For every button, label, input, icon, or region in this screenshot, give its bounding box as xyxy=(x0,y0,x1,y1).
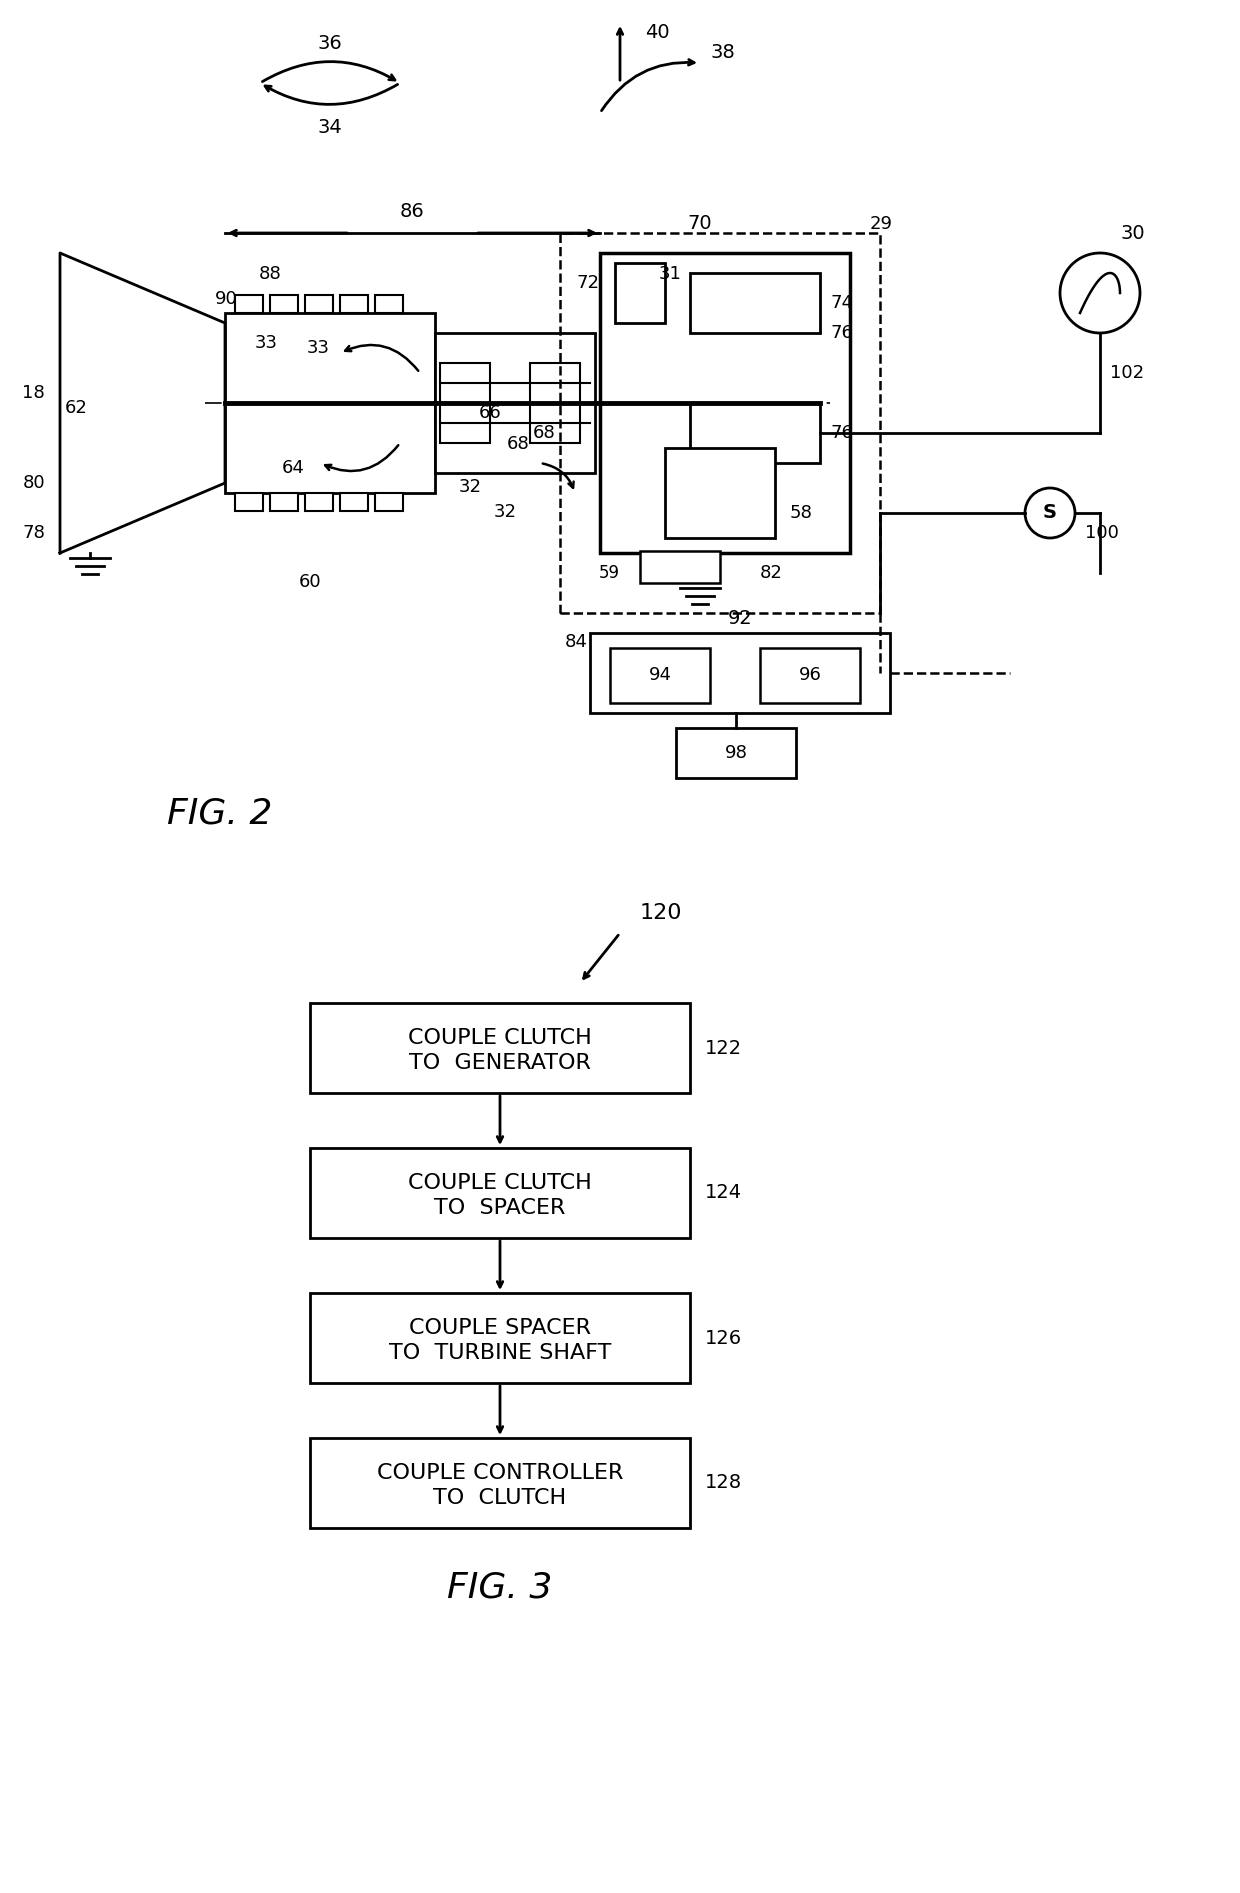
Bar xyxy=(689,403,820,464)
Text: 98: 98 xyxy=(724,744,748,763)
Text: 62: 62 xyxy=(64,399,88,416)
Text: TO  GENERATOR: TO GENERATOR xyxy=(409,1053,591,1073)
Bar xyxy=(615,263,665,324)
Text: 76: 76 xyxy=(830,424,853,441)
Text: TO  TURBINE SHAFT: TO TURBINE SHAFT xyxy=(389,1342,611,1363)
Bar xyxy=(340,492,368,511)
Bar xyxy=(340,295,368,312)
Bar xyxy=(236,492,263,511)
Bar xyxy=(224,312,435,492)
Text: 32: 32 xyxy=(494,504,517,521)
Text: 64: 64 xyxy=(283,458,305,477)
Text: 68: 68 xyxy=(507,435,529,452)
Text: 70: 70 xyxy=(688,214,712,233)
Bar xyxy=(590,632,890,714)
Text: 34: 34 xyxy=(317,117,342,136)
Text: 128: 128 xyxy=(706,1473,742,1492)
Bar xyxy=(270,295,298,312)
Text: COUPLE CLUTCH: COUPLE CLUTCH xyxy=(408,1028,591,1049)
Bar xyxy=(310,1439,689,1528)
Text: FIG. 2: FIG. 2 xyxy=(167,795,273,829)
Text: 32: 32 xyxy=(459,479,481,496)
Text: 60: 60 xyxy=(299,574,321,591)
Bar xyxy=(270,492,298,511)
Text: 59: 59 xyxy=(599,564,620,581)
Bar xyxy=(600,254,849,553)
Text: 88: 88 xyxy=(259,265,281,282)
Bar xyxy=(640,551,720,583)
Text: 80: 80 xyxy=(22,473,45,492)
Polygon shape xyxy=(60,254,224,553)
Bar xyxy=(529,363,580,443)
Bar xyxy=(560,233,880,613)
Bar xyxy=(374,492,403,511)
Text: COUPLE SPACER: COUPLE SPACER xyxy=(409,1318,591,1338)
Bar xyxy=(374,295,403,312)
Text: 58: 58 xyxy=(790,504,813,522)
Text: 29: 29 xyxy=(870,216,893,233)
Bar xyxy=(236,295,263,312)
Text: 124: 124 xyxy=(706,1183,742,1202)
Text: 82: 82 xyxy=(760,564,782,581)
Text: TO  SPACER: TO SPACER xyxy=(434,1198,565,1217)
Text: 66: 66 xyxy=(479,403,501,422)
Text: 84: 84 xyxy=(565,632,588,651)
Bar xyxy=(760,647,861,702)
Text: 86: 86 xyxy=(399,203,424,221)
Bar xyxy=(435,333,595,473)
Text: 76: 76 xyxy=(830,324,853,343)
Text: 122: 122 xyxy=(706,1039,742,1058)
Text: 94: 94 xyxy=(649,666,672,683)
Text: S: S xyxy=(1043,504,1056,522)
Text: 102: 102 xyxy=(1110,363,1145,382)
Text: 38: 38 xyxy=(711,44,735,62)
Bar xyxy=(310,1003,689,1092)
Text: 33: 33 xyxy=(308,339,330,358)
Bar xyxy=(676,729,796,778)
Text: 40: 40 xyxy=(645,23,670,42)
Text: 18: 18 xyxy=(22,384,45,401)
Text: TO  CLUTCH: TO CLUTCH xyxy=(434,1488,567,1509)
Text: 33: 33 xyxy=(255,333,278,352)
Text: 30: 30 xyxy=(1120,223,1145,242)
Text: 126: 126 xyxy=(706,1329,742,1348)
Bar xyxy=(310,1147,689,1238)
Bar xyxy=(665,449,775,538)
Text: 120: 120 xyxy=(640,903,682,924)
Text: 100: 100 xyxy=(1085,524,1118,541)
Text: 31: 31 xyxy=(658,265,682,282)
Bar xyxy=(689,273,820,333)
Text: COUPLE CLUTCH: COUPLE CLUTCH xyxy=(408,1174,591,1193)
Text: 36: 36 xyxy=(317,34,342,53)
Text: 96: 96 xyxy=(799,666,821,683)
Bar xyxy=(610,647,711,702)
Text: FIG. 3: FIG. 3 xyxy=(448,1571,553,1605)
Bar xyxy=(305,295,334,312)
Text: 74: 74 xyxy=(830,293,853,312)
Bar xyxy=(310,1293,689,1384)
Bar xyxy=(440,363,490,443)
Bar xyxy=(305,492,334,511)
Text: COUPLE CONTROLLER: COUPLE CONTROLLER xyxy=(377,1463,624,1482)
Text: 92: 92 xyxy=(728,610,753,628)
Text: 90: 90 xyxy=(215,290,238,309)
Text: 72: 72 xyxy=(577,274,600,292)
Text: 68: 68 xyxy=(532,424,556,441)
Text: 78: 78 xyxy=(22,524,45,541)
